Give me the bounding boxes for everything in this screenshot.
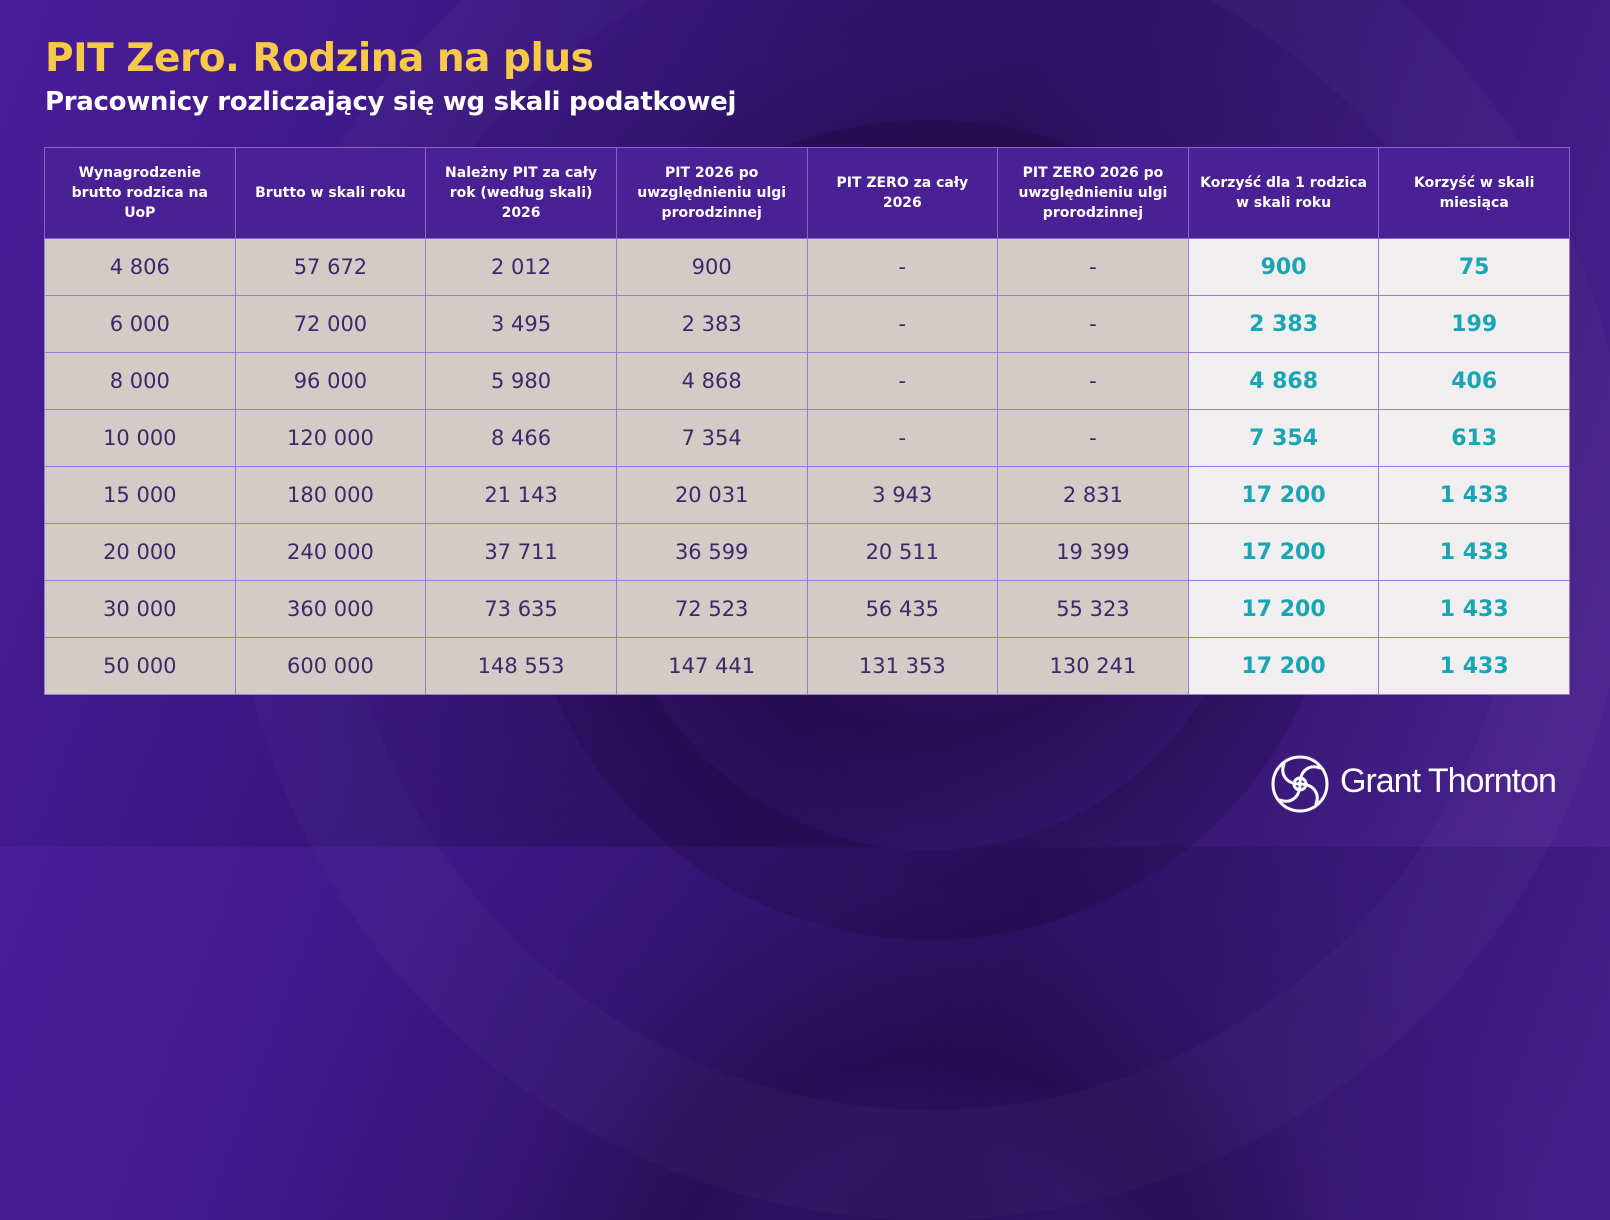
benefit-cell: 75 [1378, 238, 1570, 296]
table-cell: 147 441 [615, 637, 808, 695]
table-cell: 50 000 [44, 637, 236, 695]
brand-name: Grant Thornton [1340, 762, 1557, 800]
table-row: 20 000 240 000 37 711 36 599 20 511 19 399 17 … [44, 523, 1570, 581]
table-cell: 180 000 [234, 466, 427, 524]
table-cell: 72 000 [234, 295, 427, 353]
benefit-cell: 7 354 [1187, 409, 1380, 467]
table-row: 6 000 72 000 3 495 2 383- -2 383 199 [44, 295, 1570, 353]
table-cell: 131 353 [806, 637, 999, 695]
table-cell: 21 143 [425, 466, 617, 524]
table-cell: 10 000 [44, 409, 236, 467]
table-cell: 96 000 [234, 352, 427, 410]
table-cell: 19 399 [997, 523, 1189, 581]
benefit-cell: 900 [1187, 238, 1380, 296]
grant-thornton-logo: Grant Thornton [1270, 752, 1570, 816]
table-cell: - [997, 409, 1189, 467]
grant-thornton-swirl-icon [1271, 755, 1329, 813]
table-cell: 72 523 [615, 580, 808, 638]
benefit-cell: 1 433 [1378, 580, 1570, 638]
column-header-3: Należny PIT za cały rok (według skali) 2… [425, 147, 617, 239]
benefit-cell: 17 200 [1187, 466, 1380, 524]
table-cell: 8 466 [425, 409, 617, 467]
table-cell: 15 000 [44, 466, 236, 524]
table-cell: 600 000 [234, 637, 427, 695]
benefit-cell: 17 200 [1187, 580, 1380, 638]
table-cell: 57 672 [234, 238, 427, 296]
table-row: 8 000 96 000 5 980 4 868- -4 868 406 [44, 352, 1570, 410]
table-cell: 55 323 [997, 580, 1189, 638]
page-subtitle: Pracownicy rozliczający się wg skali pod… [45, 87, 737, 117]
table-cell: - [806, 295, 999, 353]
table-cell: 8 000 [44, 352, 236, 410]
benefit-cell: 199 [1378, 295, 1570, 353]
table-cell: - [806, 238, 999, 296]
column-header-2: Brutto w skali roku [234, 147, 427, 239]
table-row: 10 000 120 000 8 466 7 354- -7 354 613 [44, 409, 1570, 467]
table-cell: 130 241 [997, 637, 1189, 695]
table-cell: 4 868 [615, 352, 808, 410]
table-cell: - [806, 352, 999, 410]
table-cell: 37 711 [425, 523, 617, 581]
table-cell: 3 495 [425, 295, 617, 353]
table-header: Wynagrodzenie brutto rodzica na UoP Brutt… [44, 147, 1570, 239]
table-cell: 20 511 [806, 523, 999, 581]
column-header-8: Korzyść w skali miesiąca [1378, 147, 1570, 239]
table-cell: 2 383 [615, 295, 808, 353]
table-cell: 148 553 [425, 637, 617, 695]
benefit-cell: 406 [1378, 352, 1570, 410]
benefit-cell: 4 868 [1187, 352, 1380, 410]
table-cell: 73 635 [425, 580, 617, 638]
table-cell: 120 000 [234, 409, 427, 467]
table-cell: - [997, 352, 1189, 410]
table-cell: 7 354 [615, 409, 808, 467]
benefit-cell: 1 433 [1378, 523, 1570, 581]
table-body: 4 806 57 672 2 012 900- -900 75 6 000 72 000 3 4… [44, 238, 1570, 695]
table-cell: 3 943 [806, 466, 999, 524]
table-cell: 20 000 [44, 523, 236, 581]
benefit-cell: 17 200 [1187, 523, 1380, 581]
table-cell: - [997, 295, 1189, 353]
column-header-6: PIT ZERO 2026 po uwzględnieniu ulgi pror… [997, 147, 1189, 239]
table-cell: 36 599 [615, 523, 808, 581]
benefit-cell: 17 200 [1187, 637, 1380, 695]
table-header-row: Wynagrodzenie brutto rodzica na UoP Brutt… [44, 147, 1570, 239]
column-header-4: PIT 2026 po uwzględnieniu ulgi prorodzin… [615, 147, 808, 239]
table-cell: 4 806 [44, 238, 236, 296]
benefit-cell: 1 433 [1378, 466, 1570, 524]
table-row: 4 806 57 672 2 012 900- -900 75 [44, 238, 1570, 296]
table-cell: 2 831 [997, 466, 1189, 524]
table-cell: - [997, 238, 1189, 296]
table-row: 15 000 180 000 21 143 20 031 3 943 2 831 17 20… [44, 466, 1570, 524]
table-cell: 56 435 [806, 580, 999, 638]
table-row: 30 000 360 000 73 635 72 523 56 435 55 323 17 … [44, 580, 1570, 638]
column-header-5: PIT ZERO za cały 2026 [806, 147, 999, 239]
table-cell: - [806, 409, 999, 467]
table-cell: 240 000 [234, 523, 427, 581]
page-title: PIT Zero. Rodzina na plus [45, 36, 594, 81]
benefit-cell: 2 383 [1187, 295, 1380, 353]
benefit-cell: 1 433 [1378, 637, 1570, 695]
column-header-7: Korzyść dla 1 rodzica w skali roku [1187, 147, 1380, 239]
table-cell: 30 000 [44, 580, 236, 638]
table-cell: 5 980 [425, 352, 617, 410]
table-row: 50 000 600 000 148 553 147 441 131 353 130 24… [44, 637, 1570, 695]
benefit-cell: 613 [1378, 409, 1570, 467]
table-cell: 900 [615, 238, 808, 296]
table-cell: 20 031 [615, 466, 808, 524]
table-cell: 2 012 [425, 238, 617, 296]
table-cell: 360 000 [234, 580, 427, 638]
column-header-1: Wynagrodzenie brutto rodzica na UoP [44, 147, 236, 239]
tax-table: Wynagrodzenie brutto rodzica na UoP Brutt… [44, 147, 1570, 695]
table-cell: 6 000 [44, 295, 236, 353]
